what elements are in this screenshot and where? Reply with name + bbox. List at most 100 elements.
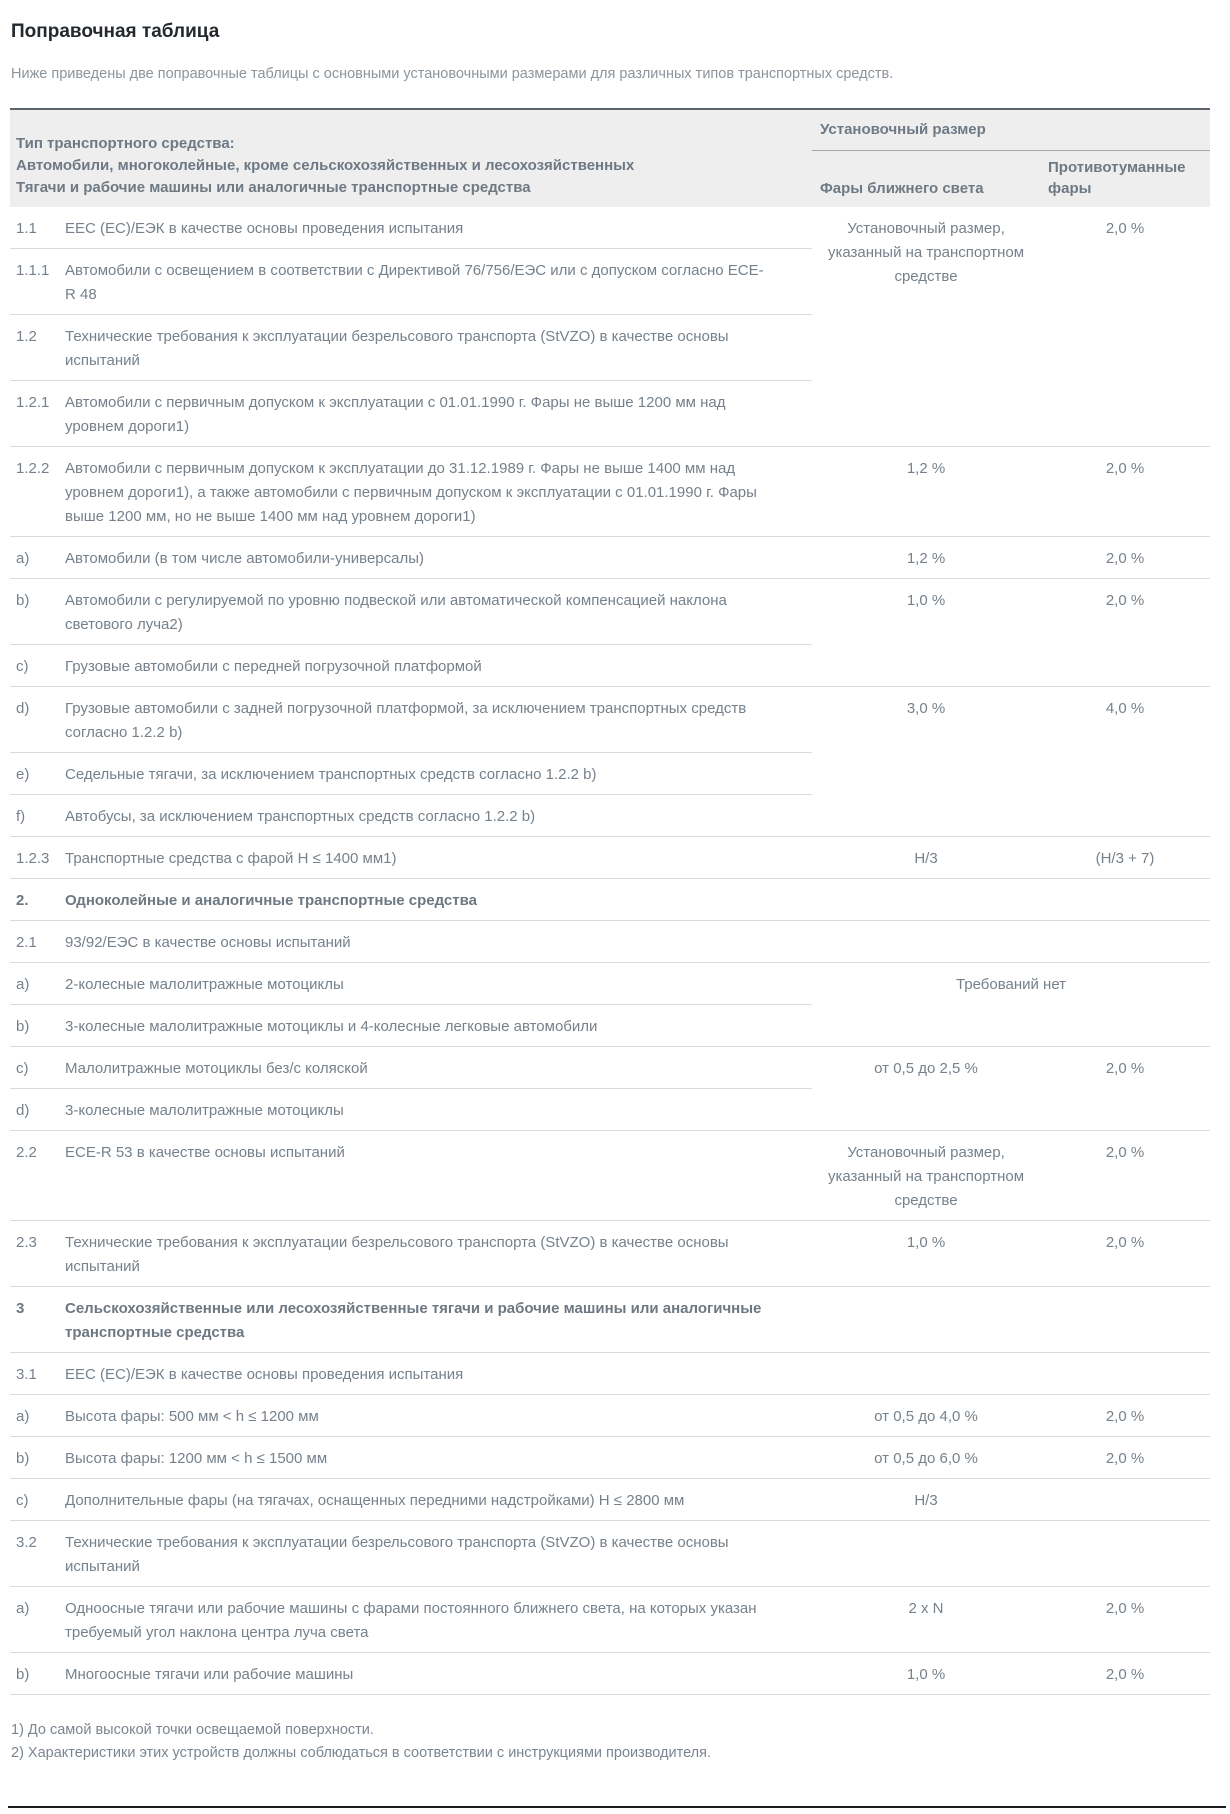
- header-vehicle-type-line: Тип транспортного средства:: [16, 135, 235, 152]
- header-fog-lamps: Противотуманные фары: [1040, 150, 1211, 207]
- table-row: e) Седельные тягачи, за исключением тран…: [10, 752, 1210, 795]
- table-row: 2.3 Технические требования к эксплуатаци…: [10, 1220, 1211, 1287]
- table-row-section: 2. Одноколейные и аналогичные транспортн…: [10, 878, 1211, 921]
- row-number: 1.2.2: [10, 446, 65, 537]
- row-number: 3.1: [10, 1352, 65, 1395]
- row-description: Высота фары: 1200 мм < h ≤ 1500 мм: [65, 1436, 812, 1479]
- header-row-group: Тип транспортного средства: Автомобили, …: [10, 109, 1211, 207]
- row-number: 2.2: [10, 1130, 65, 1221]
- row-number: 2.3: [10, 1220, 65, 1287]
- table-row: 3.2 Технические требования к эксплуатаци…: [10, 1520, 1211, 1587]
- row-number: c): [10, 1046, 65, 1089]
- low-beam-value: от 0,5 до 2,5 %: [812, 1046, 1040, 1131]
- row-description: EEC (EC)/ЕЭК в качестве основы проведени…: [65, 1352, 812, 1395]
- table-row: b) Высота фары: 1200 мм < h ≤ 1500 мм от…: [10, 1436, 1211, 1479]
- header-mounting-size: Установочный размер: [812, 109, 1211, 151]
- low-beam-value: 1,2 %: [812, 446, 1040, 537]
- table-row: 2.1 93/92/ЕЭС в качестве основы испытани…: [10, 920, 1211, 963]
- fog-lamp-value: (H/3 + 7): [1040, 836, 1211, 879]
- bottom-divider: [8, 1806, 1226, 1808]
- row-number: 3: [10, 1286, 65, 1353]
- row-number: a): [10, 962, 65, 1005]
- table-row: 1.2.2 Автомобили с первичным допуском к …: [10, 446, 1211, 537]
- fog-lamp-value: 2,0 %: [1040, 207, 1211, 447]
- table-row: b) Автомобили с регулируемой по уровню п…: [10, 578, 1211, 687]
- row-description: EEC (EC)/ЕЭК в качестве основы проведени…: [65, 207, 812, 249]
- low-beam-value: 1,0 %: [812, 578, 1040, 687]
- fog-lamp-value: [1040, 1478, 1211, 1521]
- combined-value: Требований нет: [812, 962, 1211, 1047]
- row-number: b): [10, 1652, 65, 1695]
- table-row: 1.2 Технические требования к эксплуатаци…: [10, 314, 1210, 381]
- row-description: Автомобили с регулируемой по уровню подв…: [65, 578, 812, 645]
- low-beam-value: 3,0 %: [812, 686, 1040, 837]
- fog-lamp-value: [1040, 878, 1211, 921]
- row-description: ECE-R 53 в качестве основы испытаний: [65, 1130, 812, 1221]
- table-row: b) Многоосные тягачи или рабочие машины …: [10, 1652, 1211, 1695]
- row-description: Автомобили (в том числе автомобили-униве…: [65, 536, 812, 579]
- low-beam-value: 1,2 %: [812, 536, 1040, 579]
- fog-lamp-value: 2,0 %: [1040, 1586, 1211, 1653]
- row-number: b): [10, 1436, 65, 1479]
- row-description: Многоосные тягачи или рабочие машины: [65, 1652, 812, 1695]
- fog-lamp-value: 2,0 %: [1040, 1220, 1211, 1287]
- fog-lamp-value: 2,0 %: [1040, 1130, 1211, 1221]
- row-description: Высота фары: 500 мм < h ≤ 1200 мм: [65, 1394, 812, 1437]
- table-row: f) Автобусы, за исключением транспортных…: [10, 794, 1210, 837]
- row-description: Автобусы, за исключением транспортных ср…: [65, 794, 812, 837]
- row-number: 1.2.3: [10, 836, 65, 879]
- row-number: 2.: [10, 878, 65, 921]
- row-description: Одноосные тягачи или рабочие машины с фа…: [65, 1586, 812, 1653]
- low-beam-value: Установочный размер, указанный на трансп…: [812, 1130, 1040, 1221]
- row-number: b): [10, 1004, 65, 1047]
- header-vehicle-type-line: Тягачи и рабочие машины или аналогичные …: [16, 179, 531, 196]
- fog-lamp-value: [1040, 920, 1211, 963]
- row-description: Автомобили с первичным допуском к эксплу…: [65, 446, 812, 537]
- fog-lamp-value: [1040, 1520, 1211, 1587]
- row-number: 1.1: [10, 207, 65, 249]
- intro-text: Ниже приведены две поправочные таблицы с…: [11, 66, 894, 82]
- fog-lamp-value: 2,0 %: [1040, 578, 1211, 687]
- row-number: c): [10, 644, 65, 687]
- table-row: a) Одноосные тягачи или рабочие машины с…: [10, 1586, 1211, 1653]
- fog-lamp-value: 2,0 %: [1040, 446, 1211, 537]
- row-description: 93/92/ЕЭС в качестве основы испытаний: [65, 920, 812, 963]
- page-title: Поправочная таблица: [11, 21, 220, 42]
- table-row: 1.2.1 Автомобили с первичным допуском к …: [10, 380, 1210, 447]
- row-description: Грузовые автомобили с передней погрузочн…: [65, 644, 812, 687]
- table-row: b) 3-колесные малолитражные мотоциклы и …: [10, 1004, 1210, 1047]
- table-row: 1.2.3 Транспортные средства с фарой H ≤ …: [10, 836, 1211, 879]
- fog-lamp-value: 2,0 %: [1040, 1046, 1211, 1131]
- low-beam-value: [812, 1520, 1040, 1587]
- low-beam-value: 1,0 %: [812, 1652, 1040, 1695]
- row-number: a): [10, 1586, 65, 1653]
- row-description: Транспортные средства с фарой H ≤ 1400 м…: [65, 836, 812, 879]
- fog-lamp-value: [1040, 1352, 1211, 1395]
- low-beam-value: [812, 1352, 1040, 1395]
- table-header: Тип транспортного средства: Автомобили, …: [10, 109, 1211, 207]
- low-beam-value: [812, 1286, 1040, 1353]
- row-description: Седельные тягачи, за исключением транспо…: [65, 752, 812, 795]
- correction-table: Тип транспортного средства: Автомобили, …: [10, 108, 1211, 1695]
- table-row: d) Грузовые автомобили с задней погрузоч…: [10, 686, 1211, 837]
- row-number: e): [10, 752, 65, 795]
- fog-lamp-value: 4,0 %: [1040, 686, 1211, 837]
- row-number: 2.1: [10, 920, 65, 963]
- header-row-columns: Фары ближнего света Противотуманные фары: [10, 150, 1211, 207]
- footnote-2: 2) Характеристики этих устройств должны …: [11, 1745, 712, 1761]
- row-number: d): [10, 1088, 65, 1131]
- fog-lamp-value: 2,0 %: [1040, 1652, 1211, 1695]
- section-heading: Одноколейные и аналогичные транспортные …: [65, 878, 812, 921]
- table-row: 1.1 EEC (EC)/ЕЭК в качестве основы прове…: [10, 207, 1211, 447]
- row-description: Технические требования к эксплуатации бе…: [65, 1520, 812, 1587]
- page: Поправочная таблица Ниже приведены две п…: [0, 21, 1230, 1808]
- row-number: 1.2.1: [10, 380, 65, 447]
- table-row: a) 2-колесные малолитражные мотоциклы Тр…: [10, 962, 1211, 1047]
- row-description: Технические требования к эксплуатации бе…: [65, 314, 812, 381]
- table-row: 2.2 ECE-R 53 в качестве основы испытаний…: [10, 1130, 1211, 1221]
- row-number: f): [10, 794, 65, 837]
- section-heading: Сельскохозяйственные или лесохозяйственн…: [65, 1286, 812, 1353]
- row-description: Грузовые автомобили с задней погрузочной…: [65, 686, 812, 753]
- table-row: c) Малолитражные мотоциклы без/с коляско…: [10, 1046, 1211, 1131]
- table-row: 1.1.1 Автомобили с освещением в соответс…: [10, 248, 1210, 315]
